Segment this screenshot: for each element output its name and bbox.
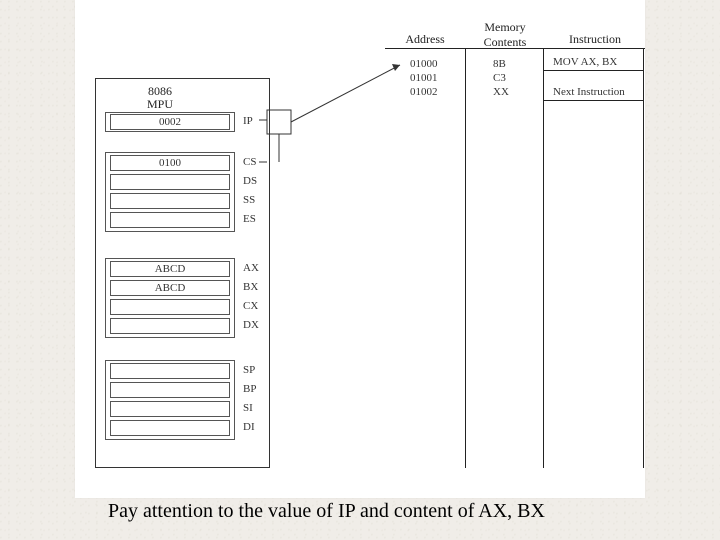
vline-1	[465, 48, 466, 468]
reg-di	[110, 420, 230, 436]
reg-dx	[110, 318, 230, 334]
val-0: 8B	[493, 58, 506, 70]
reg-si	[110, 401, 230, 417]
col-memory: Memory Contents	[470, 20, 540, 50]
reg-ds-label: DS	[243, 175, 257, 187]
mpu-title-2: MPU	[130, 97, 190, 112]
reg-es-label: ES	[243, 213, 256, 225]
mem-sep-2	[543, 100, 643, 101]
reg-bx-label: BX	[243, 281, 258, 293]
caption-text: Pay attention to the value of IP and con…	[108, 500, 545, 523]
addr-2: 01002	[410, 86, 438, 98]
reg-es	[110, 212, 230, 228]
reg-cx	[110, 299, 230, 315]
reg-ds	[110, 174, 230, 190]
reg-cs: 0100	[110, 155, 230, 171]
reg-di-label: DI	[243, 421, 255, 433]
reg-sp-label: SP	[243, 364, 255, 376]
reg-cs-label: CS	[243, 156, 256, 168]
reg-bp	[110, 382, 230, 398]
reg-ss-label: SS	[243, 194, 255, 206]
hline-top	[385, 48, 645, 49]
reg-bp-label: BP	[243, 383, 256, 395]
paper-sheet: 8086 MPU 0002 IP 0100 CS DS SS ES ABCD A…	[75, 0, 645, 498]
reg-si-label: SI	[243, 402, 253, 414]
reg-ax: ABCD	[110, 261, 230, 277]
reg-dx-label: DX	[243, 319, 259, 331]
vline-3	[643, 48, 644, 468]
col-instruction: Instruction	[555, 32, 635, 47]
addr-1: 01001	[410, 72, 438, 84]
col-address: Address	[395, 32, 455, 47]
instr-0: MOV AX, BX	[553, 56, 617, 68]
reg-ip-label: IP	[243, 115, 253, 127]
mem-sep-1	[543, 70, 643, 71]
val-2: XX	[493, 86, 509, 98]
reg-ax-label: AX	[243, 262, 259, 274]
addr-0: 01000	[410, 58, 438, 70]
reg-ip: 0002	[110, 114, 230, 130]
val-1: C3	[493, 72, 506, 84]
vline-2	[543, 48, 544, 468]
reg-sp	[110, 363, 230, 379]
reg-bx: ABCD	[110, 280, 230, 296]
instr-2: Next Instruction	[553, 86, 625, 98]
reg-ss	[110, 193, 230, 209]
reg-cx-label: CX	[243, 300, 258, 312]
